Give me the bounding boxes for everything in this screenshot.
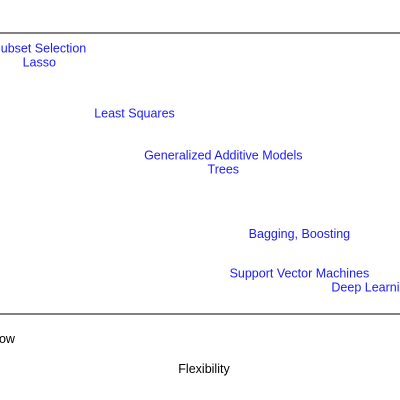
x-axis-label: Flexibility	[178, 362, 230, 376]
method-label-least-squares: Least Squares	[94, 106, 175, 120]
plot-frame	[0, 32, 400, 315]
method-label-support-vector-machines: Support Vector Machines	[230, 267, 370, 281]
x-axis-tick-low: Low	[0, 332, 16, 346]
method-label-deep-learning: Deep Learning	[331, 281, 400, 295]
method-label-generalized-additive-models: Generalized Additive Models	[144, 148, 302, 162]
method-label-trees: Trees	[208, 163, 240, 177]
method-label-bagging-boosting: Bagging, Boosting	[249, 227, 351, 241]
method-label-lasso: Lasso	[23, 56, 56, 70]
method-label-subset-selection: Subset Selection	[0, 42, 86, 56]
